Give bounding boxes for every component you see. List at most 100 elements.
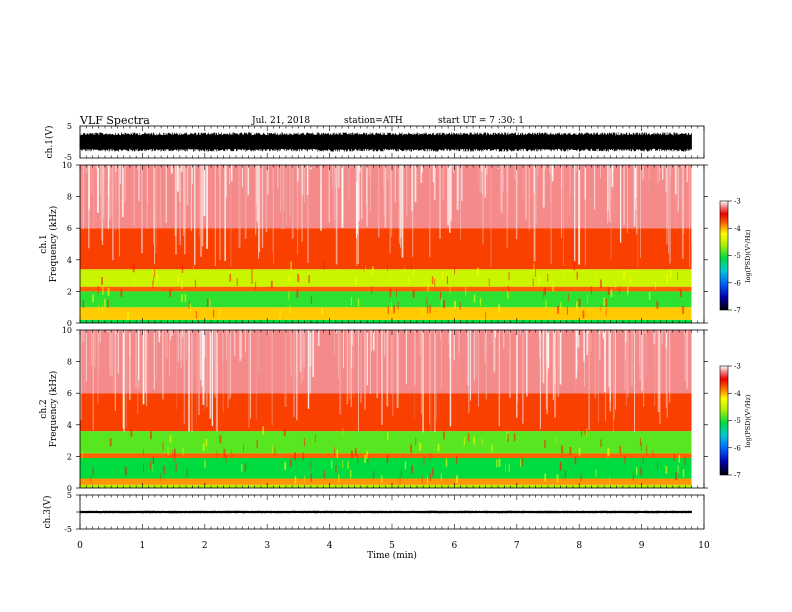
spectrogram-streak <box>153 165 154 245</box>
spectrogram-streak <box>686 165 688 183</box>
spectrogram-streak <box>391 330 394 417</box>
spectrogram-streak <box>468 330 470 413</box>
spectrogram-speckle <box>404 267 405 275</box>
spectrogram-speckle <box>174 453 175 462</box>
spectrogram-speckle <box>389 289 392 298</box>
spectrogram-streak <box>440 330 442 389</box>
spectrogram-streak <box>100 165 102 196</box>
spectrogram-streak <box>356 165 359 235</box>
ch1-waveform-panel: 5 -5 ch.1(V) <box>44 122 705 162</box>
spectrogram-streak <box>434 330 436 433</box>
ch2-colorbar: -3 -4 -5 -6 -7 log(PSD)(V²/Hz) <box>719 363 752 480</box>
spectrogram-speckle <box>557 305 559 314</box>
spectrogram-streak <box>405 330 407 384</box>
spectrogram-speckle <box>590 286 592 295</box>
spectrogram-speckle <box>544 440 546 448</box>
spectrogram-speckle <box>675 472 677 481</box>
spectrogram-streak <box>390 165 393 237</box>
time-tick-label: 1 <box>140 541 146 551</box>
spectrogram-speckle <box>293 275 295 284</box>
spectrogram-speckle <box>290 261 292 270</box>
spectrogram-streak <box>277 165 279 189</box>
spectrogram-speckle <box>297 274 300 282</box>
spectrogram-speckle <box>456 475 459 484</box>
spectrogram-speckle <box>488 278 490 287</box>
spectrogram-streak <box>180 165 183 172</box>
spectrogram-speckle <box>491 444 493 453</box>
spectrogram-streak <box>111 165 114 216</box>
spectrogram-streak <box>631 330 633 387</box>
spectrogram-streak <box>182 330 184 338</box>
spectrogram-streak <box>291 165 294 239</box>
spectrogram-streak <box>439 165 441 239</box>
spectrogram-speckle <box>323 470 325 479</box>
spectrogram-speckle <box>351 450 353 459</box>
spectrogram-speckle <box>373 470 375 479</box>
spectrogram-speckle <box>163 465 165 474</box>
spectrogram-band <box>80 453 692 458</box>
spectrogram-streak <box>607 165 610 211</box>
spectrogram-streak <box>369 165 372 213</box>
spectrogram-streak <box>542 165 545 208</box>
spectrogram-speckle <box>143 448 145 457</box>
spectrogram-streak <box>135 330 137 388</box>
spectrogram-speckle <box>387 432 389 440</box>
spectrogram-streak <box>460 165 463 202</box>
spectrogram-speckle <box>310 295 313 304</box>
colorbar-tick-label: -7 <box>734 307 741 315</box>
spectrogram-streak <box>498 330 500 396</box>
spectrogram-streak <box>300 330 303 385</box>
spectrogram-speckle <box>449 285 451 294</box>
spectrogram-speckle <box>120 288 123 297</box>
spectrogram-streak <box>517 165 519 185</box>
spectrogram-speckle <box>431 276 434 285</box>
spectrogram-speckle <box>576 271 578 280</box>
spectrogram-speckle <box>335 465 337 474</box>
ch1-frequency-label: Frequency (kHz) <box>48 206 59 283</box>
spectrogram-streak <box>429 165 431 257</box>
spectrogram-streak <box>201 165 204 247</box>
spectrogram-streak <box>119 165 120 204</box>
spectrogram-speckle <box>244 463 247 472</box>
spectrogram-speckle <box>134 278 135 287</box>
spectrogram-streak <box>176 165 179 192</box>
spectrogram-streak <box>653 330 656 344</box>
ch3-waveform-ylabel: ch.3(V) <box>42 496 53 529</box>
spectrogram-speckle <box>652 449 654 458</box>
spectrogram-streak <box>637 165 639 267</box>
spectrogram-streak <box>214 165 216 266</box>
spectrogram-speckle <box>657 462 659 471</box>
spectrogram-streak <box>382 165 385 187</box>
spectrogram-streak <box>657 165 659 184</box>
spectrogram-streak <box>328 165 330 223</box>
spectrogram-speckle <box>294 452 297 461</box>
spectrogram-streak <box>80 330 82 421</box>
ch1-colorbar-label: log(PSD)(V²/Hz) <box>744 229 752 282</box>
freq-tick-label: 0 <box>67 484 72 493</box>
spectrogram-speckle <box>455 455 458 464</box>
time-tick-label: 2 <box>202 541 208 551</box>
spectrogram-streak <box>449 330 452 427</box>
spectrogram-speckle <box>413 269 414 277</box>
spectrogram-streak <box>117 330 119 375</box>
spectrogram-streak <box>391 330 393 395</box>
spectrogram-speckle <box>429 305 431 314</box>
ch2-colorbar-gradient <box>719 365 729 476</box>
spectrogram-streak <box>683 165 685 234</box>
spectrogram-streak <box>334 165 337 187</box>
spectrogram-band <box>80 291 692 308</box>
spectrogram-streak <box>420 165 423 183</box>
spectrogram-streak <box>296 165 299 182</box>
spectrogram-band <box>80 457 692 479</box>
spectrogram-streak <box>370 330 371 395</box>
spectrogram-streak <box>498 330 500 427</box>
spectrogram-streak <box>377 165 380 238</box>
spectrogram-streak <box>479 165 481 193</box>
spectrogram-streak <box>179 165 181 245</box>
time-axis-label: Time (min) <box>367 550 417 561</box>
spectrogram-streak <box>456 165 459 211</box>
spectrogram-speckle <box>574 456 577 465</box>
spectrogram-speckle <box>609 476 611 485</box>
spectrogram-speckle <box>443 300 446 309</box>
spectrogram-speckle <box>243 444 244 453</box>
